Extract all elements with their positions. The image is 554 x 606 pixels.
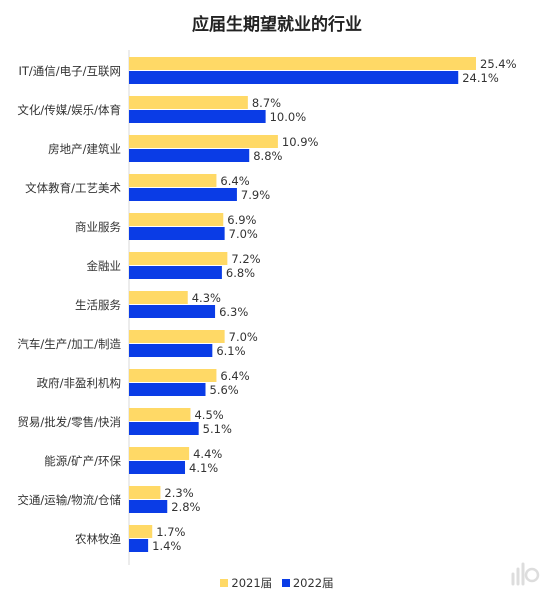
- data-label: 7.0%: [229, 330, 258, 344]
- bars: [129, 57, 476, 552]
- category-label: 贸易/批发/零售/快消: [17, 415, 121, 429]
- bar-chart: IT/通信/电子/互联网文化/传媒/娱乐/体育房地产/建筑业文体教育/工艺美术商…: [17, 50, 517, 565]
- data-label: 10.9%: [282, 135, 319, 149]
- bar-2021: [129, 447, 190, 460]
- data-label: 4.3%: [192, 291, 221, 305]
- bar-2021: [129, 174, 217, 187]
- data-label: 5.1%: [203, 422, 232, 436]
- data-label: 1.4%: [152, 539, 181, 553]
- data-label: 7.0%: [229, 227, 258, 241]
- data-label: 8.8%: [253, 149, 282, 163]
- bar-2021: [129, 525, 153, 538]
- category-label: 金融业: [87, 259, 122, 273]
- data-label: 10.0%: [270, 110, 307, 124]
- category-label: IT/通信/电子/互联网: [18, 64, 121, 78]
- bar-2022: [129, 188, 237, 201]
- bar-2022: [129, 344, 213, 357]
- category-label: 交通/运输/物流/仓储: [17, 493, 121, 507]
- chart-title: 应届生期望就业的行业: [192, 15, 362, 35]
- bar-2021: [129, 369, 217, 382]
- signal-bars-icon: [511, 562, 540, 586]
- bar-2022: [129, 71, 459, 84]
- bar-2022: [129, 266, 222, 279]
- data-label: 7.9%: [241, 188, 270, 202]
- bar-2021: [129, 135, 278, 148]
- data-label: 5.6%: [210, 383, 239, 397]
- bar-2022: [129, 227, 225, 240]
- data-label: 4.5%: [194, 408, 223, 422]
- data-label: 2.3%: [164, 486, 193, 500]
- category-label: 政府/非盈利机构: [37, 376, 121, 390]
- category-label: 能源/矿产/环保: [44, 454, 121, 468]
- data-label: 6.9%: [227, 213, 256, 227]
- watermark-logo: [510, 560, 544, 586]
- bar-2022: [129, 305, 216, 318]
- legend-label-2021: 2021届: [231, 576, 273, 590]
- category-label: 文化/传媒/娱乐/体育: [17, 103, 121, 117]
- data-label: 2.8%: [171, 500, 200, 514]
- bar-2021: [129, 213, 224, 226]
- bar-2021: [129, 57, 476, 70]
- bar-2021: [129, 96, 248, 109]
- category-label: 农林牧渔: [75, 532, 121, 546]
- data-label: 6.4%: [220, 369, 249, 383]
- legend-swatch-2021: [220, 579, 229, 587]
- bar-2022: [129, 110, 266, 123]
- bar-2022: [129, 461, 186, 474]
- category-label: 汽车/生产/加工/制造: [17, 337, 121, 351]
- legend-swatch-2022: [281, 579, 290, 587]
- bar-2021: [129, 486, 161, 499]
- legend-label-2022: 2022届: [292, 576, 334, 590]
- legend: 2021届 2022届: [0, 575, 554, 591]
- bar-2022: [129, 383, 206, 396]
- data-label: 7.2%: [231, 252, 260, 266]
- bar-2021: [129, 252, 228, 265]
- bar-2021: [129, 408, 191, 421]
- data-label: 4.1%: [189, 461, 218, 475]
- data-label: 4.4%: [193, 447, 222, 461]
- data-label: 6.1%: [216, 344, 245, 358]
- data-label: 1.7%: [156, 525, 185, 539]
- bar-2022: [129, 539, 149, 552]
- data-label: 6.4%: [220, 174, 249, 188]
- data-label: 25.4%: [480, 57, 517, 71]
- data-label: 8.7%: [252, 96, 281, 110]
- value-labels: 25.4%24.1%8.7%10.0%10.9%8.8%6.4%7.9%6.9%…: [152, 57, 516, 553]
- bar-2021: [129, 330, 225, 343]
- category-label: 生活服务: [75, 298, 121, 312]
- data-label: 24.1%: [462, 71, 499, 85]
- legend-item-2021: 2021届: [220, 575, 272, 591]
- category-label: 商业服务: [75, 220, 121, 234]
- bar-2022: [129, 149, 250, 162]
- legend-item-2022: 2022届: [281, 575, 334, 591]
- category-labels: IT/通信/电子/互联网文化/传媒/娱乐/体育房地产/建筑业文体教育/工艺美术商…: [17, 64, 121, 546]
- data-label: 6.8%: [226, 266, 255, 280]
- category-label: 房地产/建筑业: [48, 142, 121, 156]
- bar-2022: [129, 500, 168, 513]
- bar-2021: [129, 291, 188, 304]
- category-label: 文体教育/工艺美术: [25, 181, 121, 195]
- bar-2022: [129, 422, 199, 435]
- data-label: 6.3%: [219, 305, 248, 319]
